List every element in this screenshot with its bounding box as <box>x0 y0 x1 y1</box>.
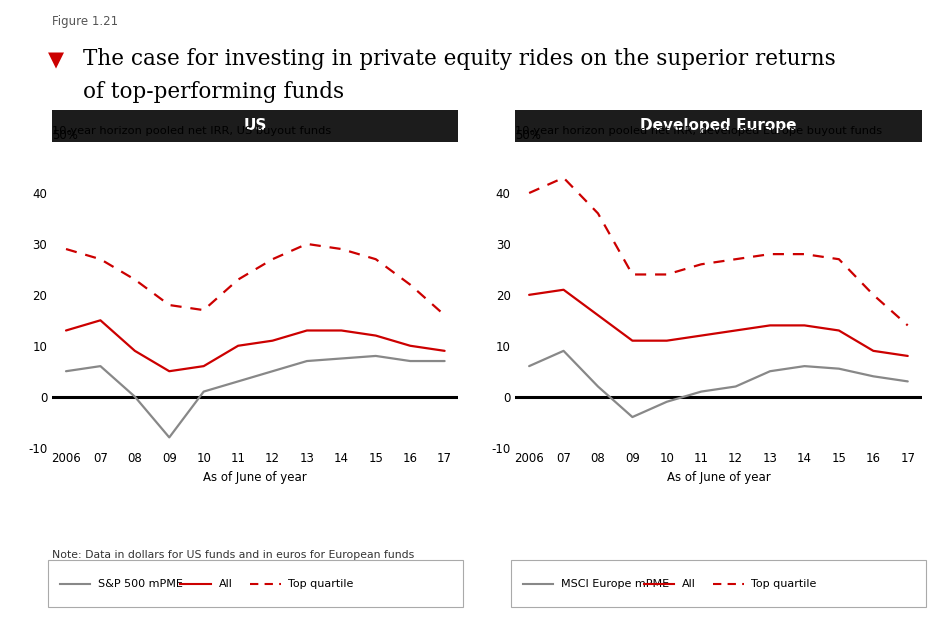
Text: 10-year horizon pooled net IRR, developed Europe buyout funds: 10-year horizon pooled net IRR, develope… <box>515 126 883 136</box>
Bar <box>515 110 922 142</box>
Text: S&P 500 mPME: S&P 500 mPME <box>98 579 182 588</box>
Text: of top-performing funds: of top-performing funds <box>83 81 344 103</box>
FancyBboxPatch shape <box>48 560 464 607</box>
Text: All: All <box>681 579 695 588</box>
FancyBboxPatch shape <box>511 560 926 607</box>
Text: 50%: 50% <box>52 129 78 142</box>
Text: ▼: ▼ <box>48 50 64 70</box>
Text: Top quartile: Top quartile <box>751 579 817 588</box>
X-axis label: As of June of year: As of June of year <box>203 471 307 484</box>
Text: Figure 1.21: Figure 1.21 <box>52 15 119 28</box>
Bar <box>52 110 458 142</box>
X-axis label: As of June of year: As of June of year <box>667 471 770 484</box>
Text: All: All <box>218 579 233 588</box>
Text: The case for investing in private equity rides on the superior returns: The case for investing in private equity… <box>83 48 835 70</box>
Text: Top quartile: Top quartile <box>288 579 353 588</box>
Text: 10-year horizon pooled net IRR, US buyout funds: 10-year horizon pooled net IRR, US buyou… <box>52 126 332 136</box>
Text: Note: Data in dollars for US funds and in euros for European funds: Note: Data in dollars for US funds and i… <box>52 550 414 560</box>
Text: US: US <box>243 118 267 133</box>
Text: Source: Cambridge Associates Private Investments Database: Source: Cambridge Associates Private Inv… <box>52 573 386 583</box>
Text: 50%: 50% <box>515 129 542 142</box>
Text: Developed Europe: Developed Europe <box>640 118 797 133</box>
Text: MSCI Europe mPME: MSCI Europe mPME <box>560 579 669 588</box>
